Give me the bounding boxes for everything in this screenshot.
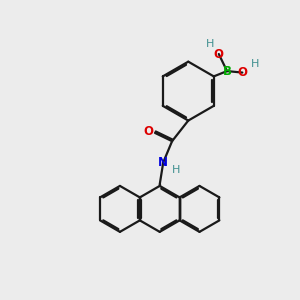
Text: O: O [143, 125, 154, 138]
Text: H: H [172, 165, 181, 175]
Text: H: H [206, 39, 214, 49]
Text: O: O [214, 47, 224, 61]
Text: H: H [250, 59, 259, 69]
Text: N: N [158, 156, 168, 169]
Text: O: O [237, 66, 247, 79]
Text: B: B [223, 64, 232, 78]
